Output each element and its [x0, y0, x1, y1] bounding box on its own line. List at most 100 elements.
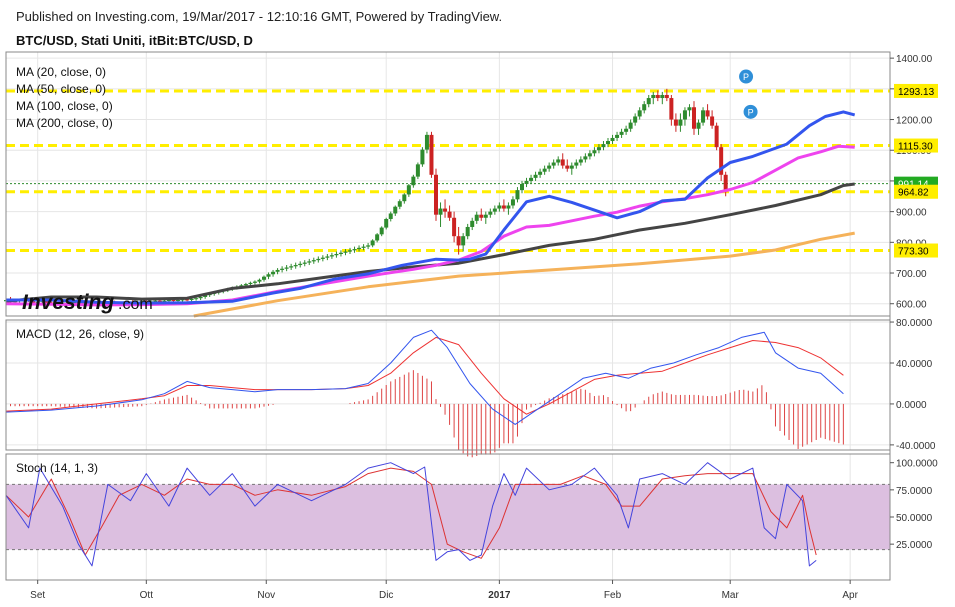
logo-text: Investing: [22, 291, 114, 314]
candle-body: [510, 199, 515, 206]
candle-body: [651, 94, 656, 99]
p-marker-label: P: [743, 72, 749, 82]
candle-body: [461, 236, 466, 246]
y-tick-label: 50.0000: [896, 513, 933, 524]
candle-body: [596, 147, 601, 151]
candle-body: [714, 125, 719, 148]
p-marker-label: P: [748, 107, 754, 117]
time-axis[interactable]: Set Ott Nov Dic 2017 Feb Mar Apr: [30, 580, 859, 601]
candle-body: [601, 144, 606, 148]
candle-body: [393, 206, 398, 214]
candle-body: [529, 177, 534, 181]
candle-body: [166, 300, 171, 302]
candle-body: [583, 156, 588, 160]
candle-body: [316, 258, 321, 261]
price-label: 1293.13: [898, 87, 935, 98]
candle-body: [682, 110, 687, 120]
candle-body: [176, 300, 180, 302]
candle-body: [452, 217, 457, 237]
x-tick-label: Dic: [379, 590, 393, 601]
candle-body: [284, 267, 289, 269]
candle-body: [76, 302, 81, 304]
x-tick-label: Mar: [722, 590, 740, 601]
published-note: Published on Investing.com, 19/Mar/2017 …: [16, 9, 503, 24]
candle-body: [624, 128, 629, 132]
candle-body: [429, 134, 434, 175]
macd-line: [5, 329, 844, 425]
candle-body: [470, 220, 475, 227]
candle-body: [366, 245, 371, 247]
candle-body: [673, 119, 678, 126]
candle-body: [465, 226, 470, 237]
candle-body: [252, 281, 257, 283]
candle-body: [325, 256, 330, 258]
ma-legend-item: MA (50, close, 0): [16, 82, 106, 96]
ma200-line: [193, 231, 855, 318]
candle-body: [189, 298, 194, 301]
x-tick-label: Set: [30, 590, 45, 601]
candle-body: [687, 107, 692, 111]
candle-body: [275, 269, 280, 272]
candle-body: [302, 262, 307, 264]
candle-body: [515, 190, 520, 200]
y-tick-label: 900.00: [896, 208, 927, 219]
candle-body: [311, 260, 316, 262]
candle-body: [411, 176, 416, 186]
candle-body: [560, 159, 565, 166]
candle-body: [619, 131, 624, 135]
candle-body: [574, 162, 579, 166]
price-label-box: [894, 243, 938, 258]
candle-body: [524, 180, 529, 184]
candle-body: [628, 122, 633, 129]
price-axis[interactable]: 600.00700.00800.00900.001000.001100.0012…: [890, 54, 938, 551]
candle-body: [198, 296, 203, 299]
candle-body: [384, 218, 389, 228]
candle-body: [723, 174, 728, 192]
candle-body: [438, 208, 443, 215]
macd-pane[interactable]: [5, 329, 844, 458]
candle-body: [361, 246, 366, 248]
candle-body: [320, 257, 325, 259]
candle-body: [153, 300, 158, 302]
y-tick-label: 75.0000: [896, 486, 933, 497]
candle-body: [334, 253, 339, 256]
ma20-line: [6, 110, 856, 305]
candle-body: [520, 184, 524, 191]
stoch-d-line: [5, 467, 817, 559]
candle-body: [669, 98, 674, 120]
candle-body: [343, 251, 348, 253]
y-tick-label: 1200.00: [896, 116, 933, 127]
investing-logo: Investing .com: [22, 291, 153, 314]
candle-body: [646, 98, 651, 105]
stoch-pane[interactable]: [5, 462, 890, 567]
candle-body: [633, 116, 638, 123]
candle-body: [483, 214, 488, 218]
candle-body: [162, 300, 167, 302]
x-tick-label: Nov: [257, 590, 275, 601]
price-label: 1115.30: [898, 142, 933, 153]
y-tick-label: 1400.00: [896, 54, 933, 65]
y-tick-label: 25.0000: [896, 540, 933, 551]
candle-body: [415, 164, 420, 177]
candle-body: [492, 208, 497, 212]
candle-body: [262, 276, 266, 280]
y-tick-label: 700.00: [896, 269, 927, 280]
candle-body: [420, 149, 425, 165]
candle-body: [474, 214, 479, 221]
p-marker: [739, 69, 754, 84]
candle-body: [203, 295, 208, 297]
x-tick-label: Feb: [604, 590, 622, 601]
candle-body: [271, 271, 276, 275]
candle-body: [587, 153, 592, 157]
price-pane[interactable]: PP: [4, 69, 890, 318]
candle-body: [180, 299, 185, 301]
candle-body: [239, 285, 244, 287]
x-tick-label: Apr: [842, 590, 858, 601]
candle-body: [44, 300, 49, 303]
candle-body: [434, 174, 438, 215]
candle-body: [194, 298, 199, 300]
candle-body: [533, 174, 538, 178]
candle-body: [565, 165, 570, 169]
candle-body: [637, 110, 642, 117]
